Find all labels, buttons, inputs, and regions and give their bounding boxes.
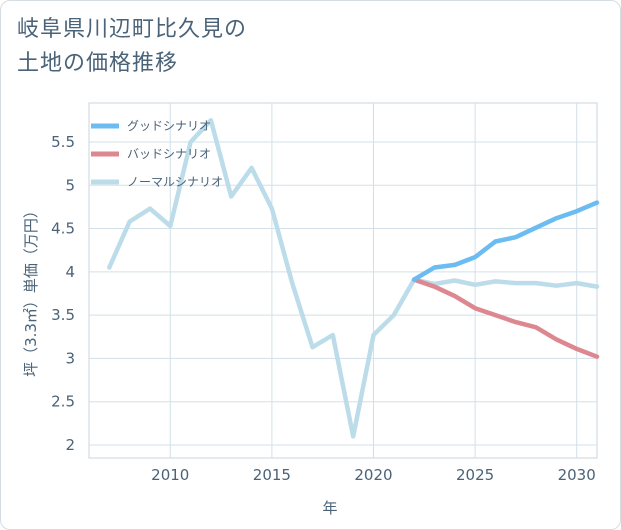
series-line-1: [411, 277, 600, 359]
y-tick-label: 4.5: [51, 220, 75, 238]
plot-area: [88, 102, 598, 459]
y-tick-label: 5.5: [51, 133, 75, 151]
y-axis-ticks: 2 2.5 3 3.5 4 4.5 5 5.5: [51, 133, 75, 454]
x-tick-label: 2025: [456, 466, 494, 484]
y-axis-label: 坪（3.3㎡）単価（万円）: [22, 203, 40, 377]
legend-label: バッドシナリオ: [127, 147, 211, 161]
x-axis-label: 年: [322, 499, 337, 517]
grid-lines: [89, 103, 597, 458]
x-tick-label: 2010: [151, 466, 189, 484]
y-tick-label: 5: [65, 176, 75, 194]
y-tick-label: 4: [65, 263, 75, 281]
x-axis-ticks: 2010 2015 2020 2025 2030: [151, 466, 596, 484]
legend-label: グッドシナリオ: [127, 119, 211, 133]
x-tick-label: 2015: [253, 466, 291, 484]
series-lines: [107, 118, 600, 439]
x-tick-label: 2020: [354, 466, 392, 484]
y-tick-label: 3: [65, 349, 75, 367]
chart-title-line-1: 岐阜県川辺町比久見の: [17, 17, 248, 42]
chart-title: 岐阜県川辺町比久見の 土地の価格推移: [17, 13, 247, 81]
plot-frame: [88, 102, 598, 459]
x-tick-label: 2030: [558, 466, 596, 484]
y-tick-label: 2.5: [51, 393, 75, 411]
chart-title-line-2: 土地の価格推移: [17, 51, 179, 76]
series-line-0: [411, 200, 600, 282]
legend-label: ノーマルシナリオ: [127, 175, 223, 189]
series-line-2: [107, 118, 600, 439]
y-tick-label: 3.5: [51, 306, 75, 324]
y-tick-label: 2: [65, 436, 75, 454]
